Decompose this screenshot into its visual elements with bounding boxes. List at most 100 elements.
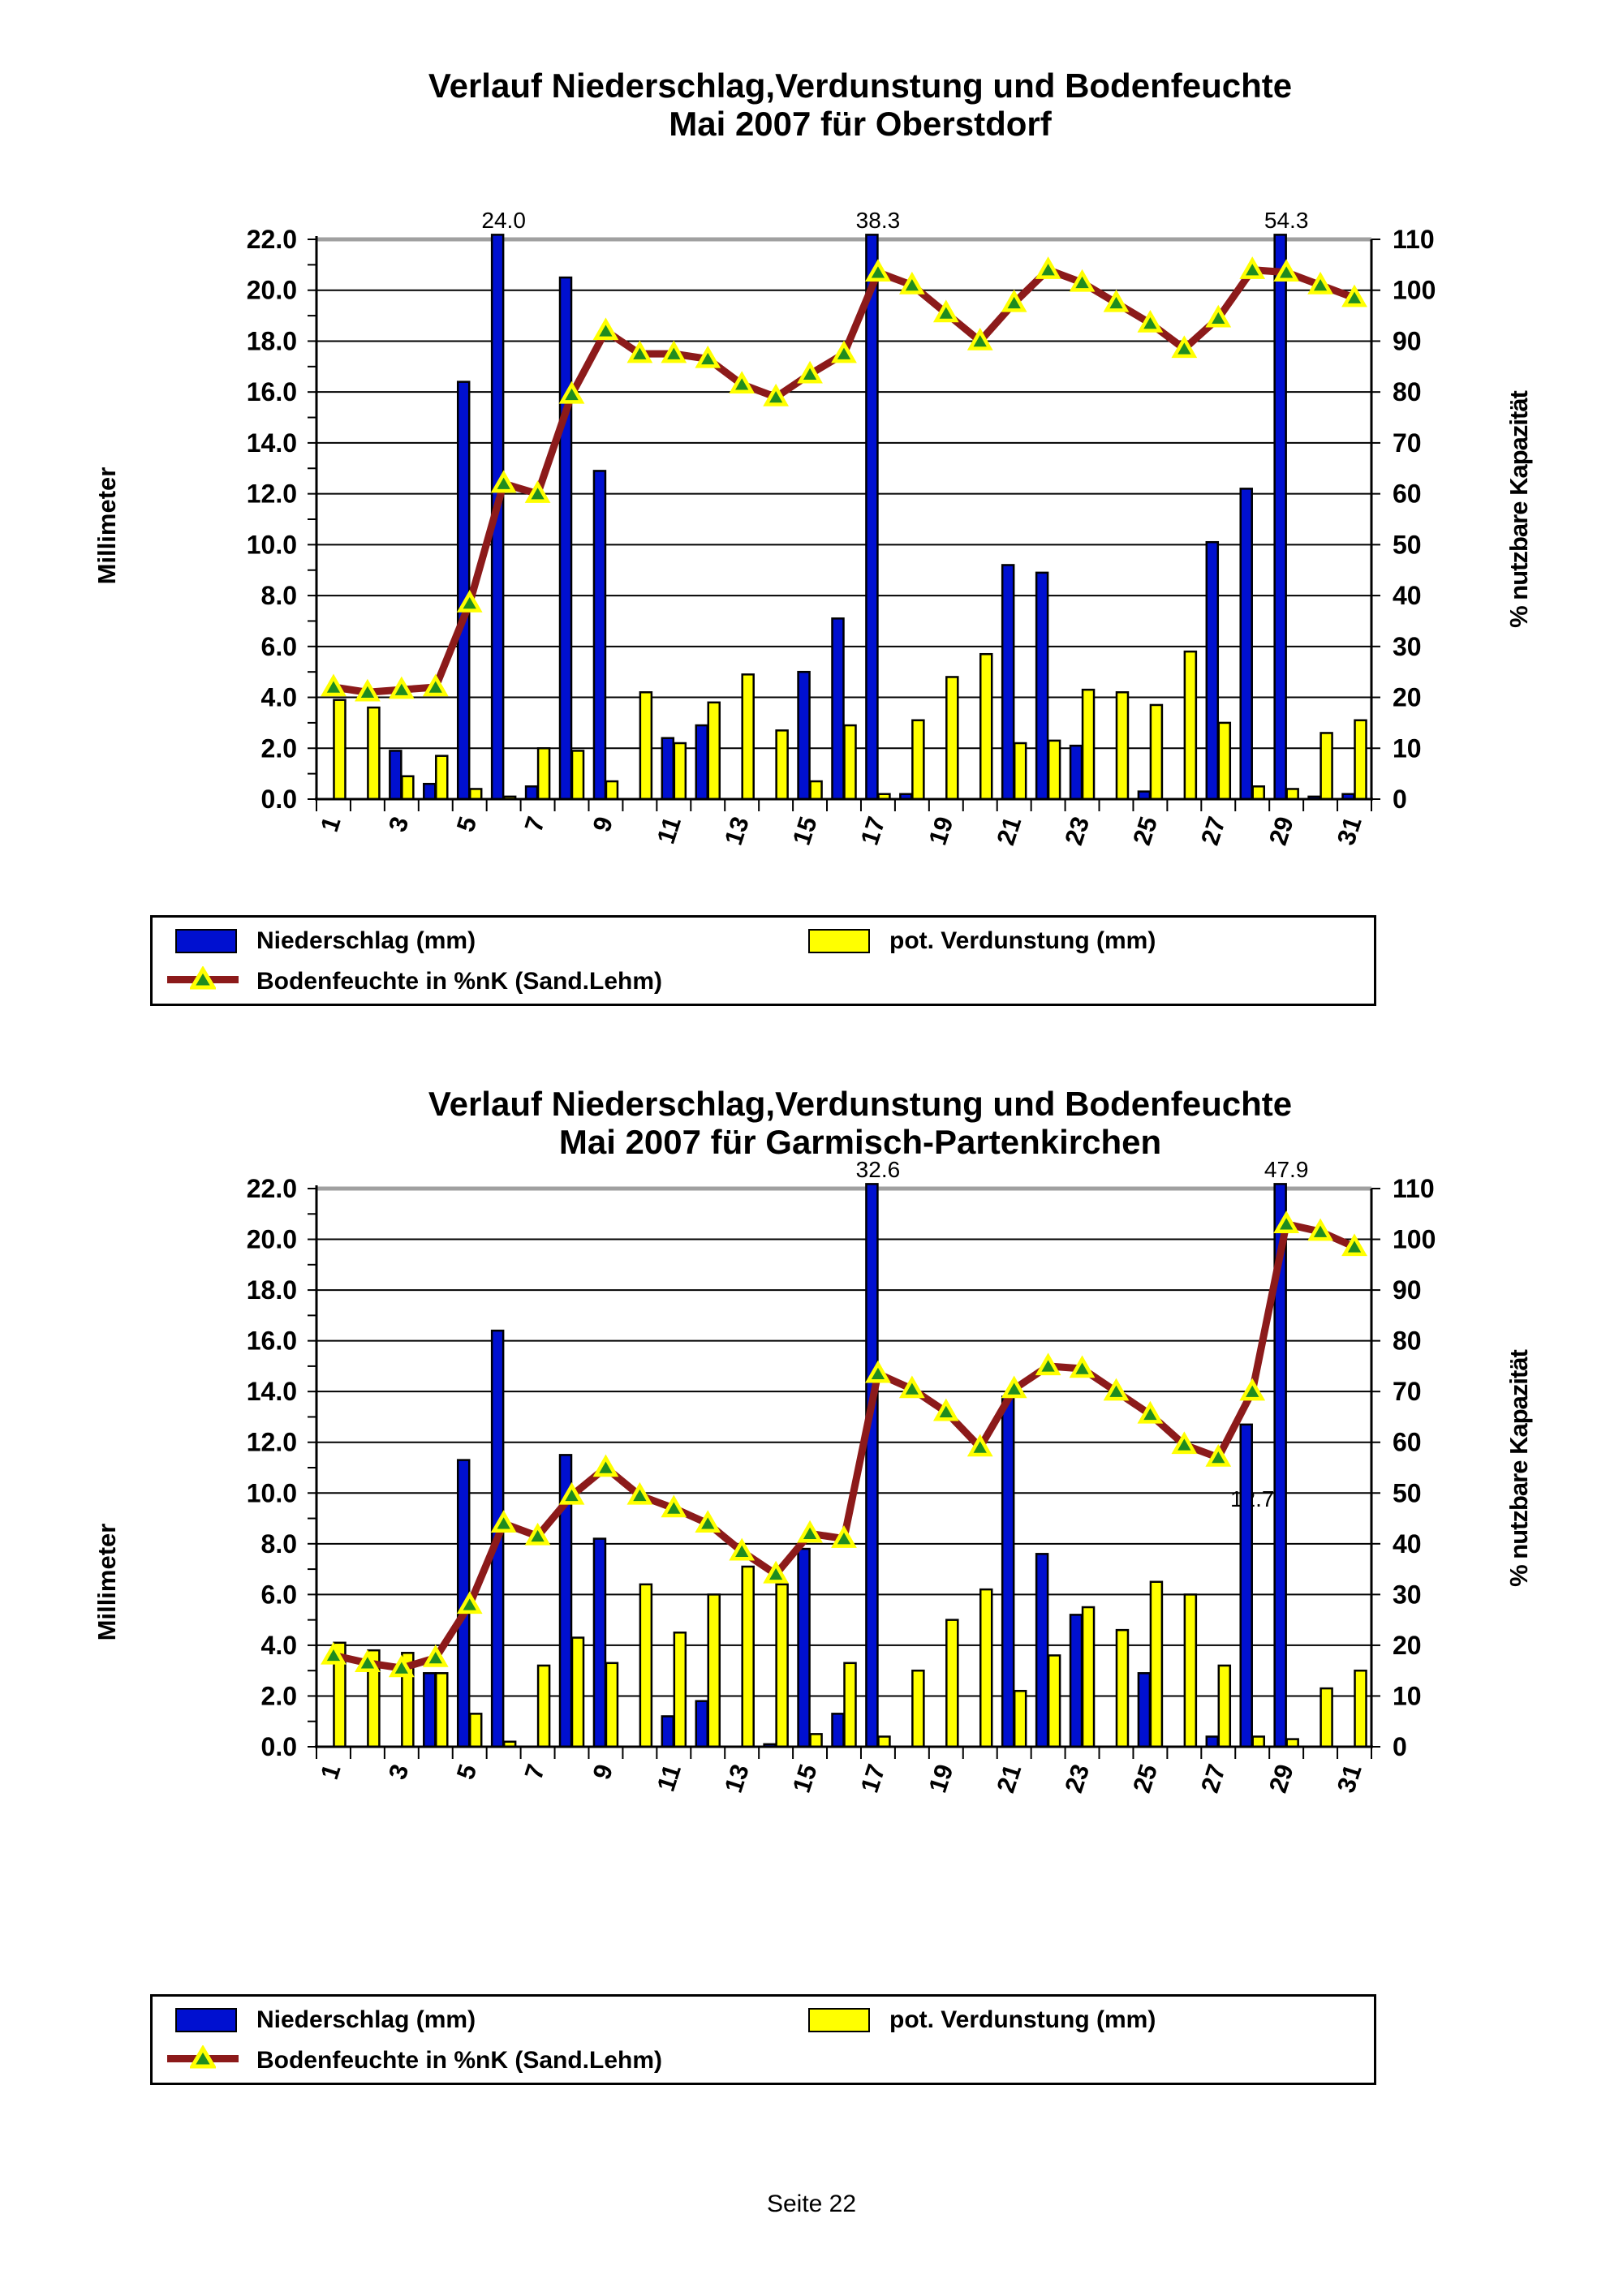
verdunstung-bars bbox=[333, 1565, 1367, 1748]
bodenfeuchte-markers bbox=[321, 256, 1367, 702]
svg-text:4.0: 4.0 bbox=[261, 683, 297, 712]
svg-text:5: 5 bbox=[451, 813, 483, 835]
svg-text:90: 90 bbox=[1393, 326, 1422, 355]
svg-text:15: 15 bbox=[787, 813, 823, 849]
svg-text:0.0: 0.0 bbox=[261, 785, 297, 814]
svg-text:6.0: 6.0 bbox=[261, 632, 297, 661]
svg-text:19: 19 bbox=[923, 813, 959, 849]
svg-text:13: 13 bbox=[719, 1761, 755, 1796]
chart1-legend: Niederschlag (mm) pot. Verdunstung (mm) … bbox=[150, 915, 1376, 1006]
left-axis-labels: 22.0 20.0 18.0 16.0 14.0 12.0 10.0 8.0 6.0 4.0 2.0… bbox=[247, 225, 297, 814]
chart2-legend: Niederschlag (mm) pot. Verdunstung (mm) … bbox=[150, 1994, 1376, 2085]
svg-text:30: 30 bbox=[1393, 632, 1422, 661]
svg-text:25: 25 bbox=[1127, 1761, 1163, 1796]
chart2-title-line1: Verlauf Niederschlag,Verdunstung und Bod… bbox=[428, 1085, 1293, 1123]
svg-text:18.0: 18.0 bbox=[247, 1275, 297, 1305]
axis-ticks bbox=[308, 239, 1380, 811]
svg-text:70: 70 bbox=[1393, 428, 1422, 458]
svg-text:40: 40 bbox=[1393, 1529, 1422, 1559]
svg-text:9: 9 bbox=[587, 813, 618, 835]
svg-text:10: 10 bbox=[1393, 1681, 1422, 1710]
svg-text:18.0: 18.0 bbox=[247, 326, 297, 355]
svg-text:60: 60 bbox=[1393, 1428, 1422, 1457]
svg-text:70: 70 bbox=[1393, 1377, 1422, 1406]
svg-text:60: 60 bbox=[1393, 479, 1422, 509]
niederschlag-swatch bbox=[175, 2008, 237, 2032]
svg-text:21: 21 bbox=[991, 813, 1027, 849]
svg-text:80: 80 bbox=[1393, 1326, 1422, 1356]
svg-text:10.0: 10.0 bbox=[247, 530, 297, 559]
legend-label-bodenfeuchte: Bodenfeuchte in %nK (Sand.Lehm) bbox=[256, 968, 663, 995]
svg-text:23: 23 bbox=[1059, 813, 1095, 849]
svg-text:12.0: 12.0 bbox=[247, 1428, 297, 1457]
svg-text:38.3: 38.3 bbox=[856, 208, 901, 233]
niederschlag-bars bbox=[389, 234, 1355, 801]
svg-text:50: 50 bbox=[1393, 530, 1422, 559]
svg-text:29: 29 bbox=[1264, 813, 1299, 849]
oberstdorf-chart-plot: 24.0 38.3 54.322.020.018.016.014.012.010.0… bbox=[247, 208, 1436, 849]
svg-text:8.0: 8.0 bbox=[261, 581, 297, 610]
svg-text:22.0: 22.0 bbox=[247, 225, 297, 254]
svg-text:110: 110 bbox=[1393, 1174, 1435, 1203]
svg-text:110: 110 bbox=[1393, 225, 1435, 254]
svg-text:2.0: 2.0 bbox=[261, 1681, 297, 1710]
svg-text:5: 5 bbox=[451, 1761, 483, 1782]
svg-text:0: 0 bbox=[1393, 1732, 1407, 1761]
verdunstung-swatch bbox=[808, 929, 870, 953]
svg-text:22.0: 22.0 bbox=[247, 1174, 297, 1203]
svg-text:11: 11 bbox=[652, 813, 687, 847]
svg-text:11: 11 bbox=[652, 1761, 687, 1795]
svg-text:20.0: 20.0 bbox=[247, 1225, 297, 1254]
svg-text:1: 1 bbox=[315, 813, 347, 835]
svg-text:7: 7 bbox=[519, 1761, 551, 1782]
axes bbox=[315, 236, 1373, 801]
chart1-title: Verlauf Niederschlag,Verdunstung und Bod… bbox=[243, 67, 1477, 143]
legend-label-verdunstung: pot. Verdunstung (mm) bbox=[889, 2006, 1156, 2033]
svg-text:14.0: 14.0 bbox=[247, 1377, 297, 1406]
svg-text:2.0: 2.0 bbox=[261, 733, 297, 763]
svg-text:7: 7 bbox=[519, 813, 551, 835]
svg-text:14.0: 14.0 bbox=[247, 428, 297, 458]
svg-text:4.0: 4.0 bbox=[261, 1631, 297, 1660]
svg-text:17: 17 bbox=[855, 1761, 891, 1796]
svg-text:100: 100 bbox=[1393, 1225, 1436, 1254]
svg-text:27: 27 bbox=[1195, 813, 1231, 849]
svg-text:3: 3 bbox=[383, 1761, 415, 1782]
x-axis-labels: 1 3 5 7 9 11 13 15 17 19 21 23 25 27 29 31 bbox=[315, 1761, 1367, 1796]
verdunstung-bars bbox=[333, 650, 1367, 801]
garmisch-chart-plot: 12.732.647.922.020.018.016.014.012.010.0… bbox=[247, 1157, 1436, 1796]
legend-label-bodenfeuchte: Bodenfeuchte in %nK (Sand.Lehm) bbox=[256, 2047, 663, 2074]
chart2-title-line2: Mai 2007 für Garmisch-Partenkirchen bbox=[558, 1123, 1162, 1161]
svg-text:20: 20 bbox=[1393, 683, 1422, 712]
left-axis-labels: 22.0 20.0 18.0 16.0 14.0 12.0 10.0 8.0 6.0 4.0 2.0… bbox=[247, 1174, 297, 1761]
svg-text:90: 90 bbox=[1393, 1275, 1422, 1305]
svg-text:8.0: 8.0 bbox=[261, 1529, 297, 1559]
chart1-title-line1: Verlauf Niederschlag,Verdunstung und Bod… bbox=[428, 67, 1293, 105]
legend-label-verdunstung: pot. Verdunstung (mm) bbox=[889, 927, 1156, 954]
svg-text:27: 27 bbox=[1195, 1761, 1231, 1796]
svg-text:40: 40 bbox=[1393, 581, 1422, 610]
svg-text:50: 50 bbox=[1393, 1478, 1422, 1507]
svg-text:10.0: 10.0 bbox=[247, 1478, 297, 1507]
svg-text:9: 9 bbox=[587, 1761, 618, 1782]
niederschlag-bars bbox=[423, 1183, 1287, 1748]
svg-text:47.9: 47.9 bbox=[1264, 1157, 1309, 1182]
svg-text:19: 19 bbox=[923, 1761, 959, 1796]
svg-text:20.0: 20.0 bbox=[247, 276, 297, 305]
page-number: Seite 22 bbox=[766, 2191, 857, 2217]
svg-text:32.6: 32.6 bbox=[856, 1157, 901, 1182]
svg-text:29: 29 bbox=[1264, 1761, 1299, 1796]
svg-text:31: 31 bbox=[1332, 813, 1367, 849]
svg-text:31: 31 bbox=[1332, 1761, 1367, 1796]
chart2-title: Verlauf Niederschlag,Verdunstung und Bod… bbox=[243, 1085, 1477, 1161]
legend-label-niederschlag: Niederschlag (mm) bbox=[256, 927, 476, 954]
svg-text:23: 23 bbox=[1059, 1761, 1095, 1796]
niederschlag-swatch bbox=[175, 929, 237, 953]
svg-text:25: 25 bbox=[1127, 813, 1163, 849]
axis-ticks bbox=[308, 1188, 1380, 1759]
verdunstung-swatch bbox=[808, 2008, 870, 2032]
svg-text:0.0: 0.0 bbox=[261, 1732, 297, 1761]
svg-text:30: 30 bbox=[1393, 1580, 1422, 1609]
